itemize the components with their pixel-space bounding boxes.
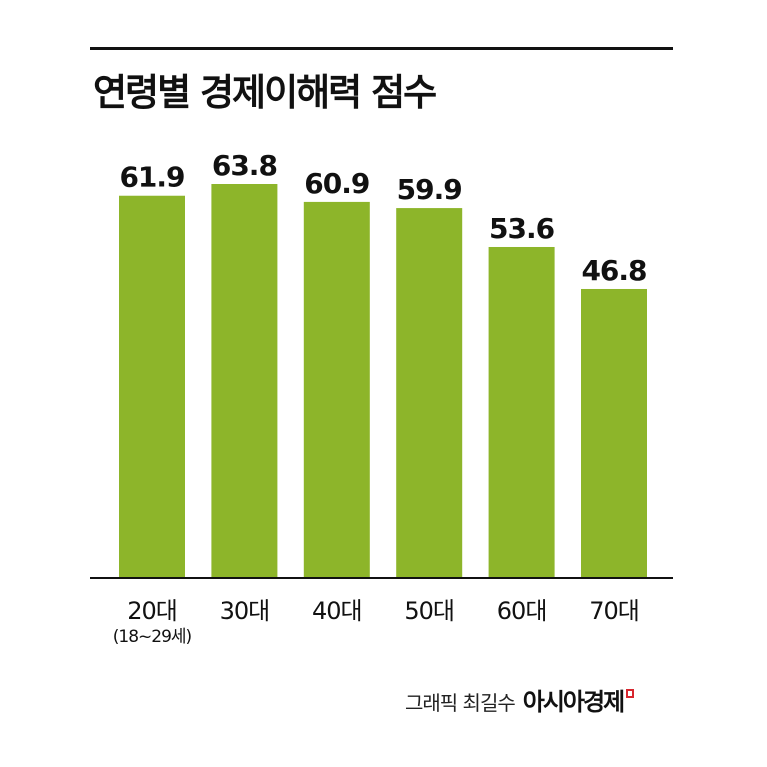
bar-1 (119, 195, 185, 579)
category-label-6: 70대 (589, 597, 639, 625)
data-label-2: 63.8 (212, 149, 277, 182)
bar-4 (396, 208, 463, 578)
category-label-2: 30대 (220, 597, 270, 625)
top-rule (90, 47, 673, 50)
graphic-credit: 그래픽 최길수 (405, 691, 516, 715)
bar-5 (488, 246, 555, 578)
category-sublabel-1: (18~29세) (113, 627, 192, 647)
category-label-5: 60대 (497, 597, 547, 625)
bar-2 (211, 184, 278, 578)
data-label-4: 59.9 (397, 173, 462, 206)
category-label-4: 50대 (404, 597, 454, 625)
brand-logo-text: 아시아경제 (522, 688, 625, 716)
bar-3 (303, 201, 370, 578)
credit: 그래픽 최길수 아시아경제 (405, 682, 635, 717)
category-label-1: 20대 (127, 597, 177, 625)
category-label-3: 40대 (312, 597, 362, 625)
data-label-1: 61.9 (119, 161, 184, 194)
brand-mark-icon (626, 689, 635, 698)
data-label-3: 60.9 (304, 167, 369, 200)
bar-6 (581, 288, 647, 578)
data-label-6: 46.8 (581, 254, 646, 287)
chart-title: 연령별 경제이해력 점수 (93, 71, 437, 114)
data-label-5: 53.6 (489, 212, 554, 245)
